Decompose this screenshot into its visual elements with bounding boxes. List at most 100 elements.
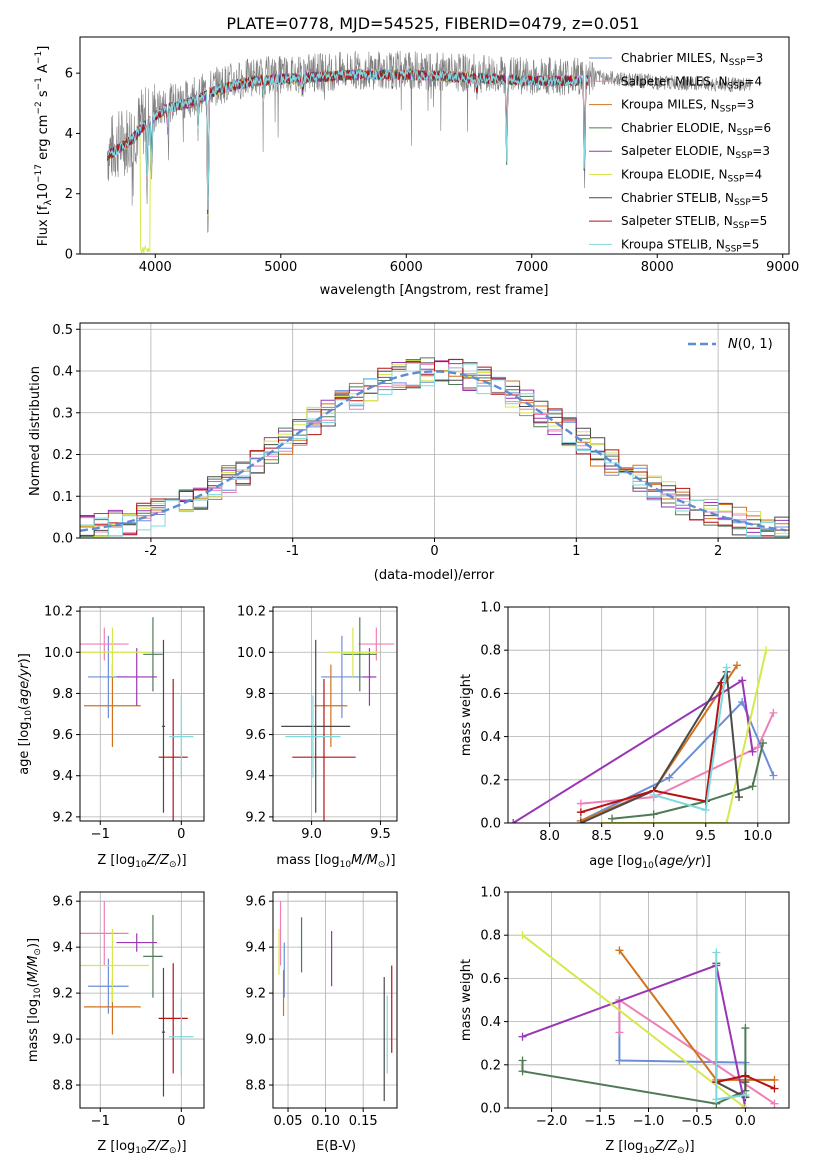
legend-label: Salpeter STELIB, NSSP=5 <box>621 214 767 231</box>
x-axis-label: (data-model)/error <box>374 568 495 583</box>
y-tick-label: 1.0 <box>480 886 501 901</box>
legend-label: Chabrier MILES, NSSP=3 <box>621 51 763 68</box>
y-axis-label: mass weight <box>459 674 474 756</box>
weight-marker <box>701 806 710 815</box>
weight-line-kroupa-elodie <box>521 934 747 1108</box>
weight-marker <box>735 793 744 802</box>
y-tick-label: 0.5 <box>52 323 73 338</box>
weight-marker <box>741 1091 750 1100</box>
y-tick-label: 8.8 <box>52 1079 73 1094</box>
x-axis-label: age [log10(age/yr)] <box>589 854 711 871</box>
model-spectrum-kroupa-elodie <box>107 68 589 254</box>
panel-residuals: -2 -1 0 1 2 0.0 0.1 0.2 0.3 0.4 0.5 N(0, 1) (data-mo… <box>28 322 790 583</box>
y-tick-label: 0.6 <box>480 687 501 702</box>
weight-marker <box>576 819 585 823</box>
y-tick-label: 9.2 <box>52 810 73 825</box>
x-tick-label: −2.0 <box>536 1114 568 1129</box>
weight-marker <box>518 1056 527 1065</box>
weight-marker <box>738 676 747 685</box>
plot-area <box>80 357 789 538</box>
x-tick-label: 9.5 <box>695 829 716 844</box>
weight-marker <box>518 1067 527 1076</box>
y-tick-label: 9.8 <box>52 687 73 702</box>
legend-label: Kroupa ELODIE, NSSP=4 <box>621 168 762 185</box>
x-tick-label: -2 <box>144 544 157 559</box>
x-tick-label: 6000 <box>390 260 423 275</box>
panel-weight_vs_Z: −2.0 −1.5 −1.0 −0.5 0.0 0.0 0.2 0.4 0.6 0.8 1.0 Z [… <box>459 886 790 1156</box>
y-axis-label: mass weight <box>459 959 474 1041</box>
x-tick-label: 8000 <box>641 260 674 275</box>
y-tick-label: 8.8 <box>245 1079 266 1094</box>
x-tick-label: −1.5 <box>584 1114 616 1129</box>
plot-area <box>281 617 395 821</box>
weight-marker <box>518 931 527 940</box>
weight-marker <box>649 790 658 799</box>
y-tick-label: 10.2 <box>237 605 266 620</box>
x-tick-label: 10.0 <box>743 829 772 844</box>
weight-line-kroupa-elodie <box>601 649 768 823</box>
legend-label: Salpeter MILES, NSSP=4 <box>621 74 762 91</box>
y-tick-label: 9.4 <box>52 769 73 784</box>
axes-frame <box>272 891 398 1109</box>
weight-marker <box>762 646 771 655</box>
y-tick-label: 0.0 <box>480 817 501 832</box>
x-tick-label: 9.0 <box>301 827 322 842</box>
weight-marker <box>769 708 778 717</box>
x-tick-label: −1 <box>91 827 110 842</box>
weight-marker <box>608 814 617 823</box>
weight-marker <box>748 747 757 756</box>
y-tick-label: 0.1 <box>52 490 73 505</box>
x-tick-label: 0 <box>177 827 185 842</box>
axes-frame <box>79 891 205 1109</box>
model-spectrum-kroupa-miles <box>107 67 589 217</box>
y-axis-label: Normed distribution <box>28 366 43 496</box>
y-tick-label: 10.0 <box>44 646 73 661</box>
plot-area <box>80 901 194 1097</box>
x-tick-label: 0 <box>430 544 438 559</box>
x-tick-label: 5000 <box>264 260 297 275</box>
y-tick-label: 0.0 <box>52 532 73 547</box>
weight-marker <box>615 946 624 955</box>
y-tick-label: 0.8 <box>480 644 501 659</box>
y-tick-label: 9.0 <box>245 1033 266 1048</box>
model-spectrum-salpeter-miles <box>107 68 589 210</box>
weight-marker <box>712 1095 721 1104</box>
model-spectrum-chabrier-elodie <box>107 67 589 208</box>
histogram-kroupa-stelib <box>80 362 789 538</box>
legend-label: Chabrier STELIB, NSSP=5 <box>621 191 769 208</box>
weight-marker <box>741 1104 750 1108</box>
legend-label: Salpeter ELODIE, NSSP=3 <box>621 144 770 161</box>
y-tick-label: 9.0 <box>52 1033 73 1048</box>
x-axis-label: E(B-V) <box>316 1139 356 1154</box>
y-tick-label: 6 <box>65 67 73 82</box>
y-tick-label: 9.4 <box>245 941 266 956</box>
weight-marker <box>770 1075 779 1084</box>
y-tick-label: 0.6 <box>480 972 501 987</box>
y-tick-label: 0.2 <box>480 773 501 788</box>
plot-area <box>107 50 752 254</box>
panel-mass_vs_ebv: 0.05 0.10 0.15 8.8 9.0 9.2 9.4 9.6 E(B-V) <box>245 891 398 1154</box>
weight-marker <box>741 1071 750 1080</box>
y-tick-label: 9.6 <box>52 895 73 910</box>
weight-marker <box>576 808 585 817</box>
weight-line-salpeter-elodie <box>522 964 747 1108</box>
legend-label: N(0, 1) <box>728 337 773 352</box>
y-tick-label: 10.0 <box>237 646 266 661</box>
model-spectrum-kroupa-stelib <box>107 68 589 210</box>
y-tick-label: 10.2 <box>44 605 73 620</box>
model-spectrum-salpeter-stelib <box>107 69 589 207</box>
observed-spectrum <box>107 50 752 233</box>
axes-frame <box>272 606 398 822</box>
panel-age_vs_Z: −1 0 9.2 9.4 9.6 9.8 10.0 10.2 Z [log10Z/Z⊙)] age… <box>17 605 205 870</box>
weight-marker <box>741 1024 750 1033</box>
model-spectrum-chabrier-stelib <box>107 68 589 215</box>
y-tick-label: 9.4 <box>52 941 73 956</box>
weight-marker <box>770 1084 779 1093</box>
panel-weight_vs_age: 8.0 8.5 9.0 9.5 10.0 0.0 0.2 0.4 0.6 0.8 1.0 age [l… <box>459 601 790 871</box>
y-tick-label: 9.6 <box>245 728 266 743</box>
legend-label: Kroupa STELIB, NSSP=5 <box>621 237 759 254</box>
weight-marker <box>649 810 658 819</box>
x-tick-label: 0.15 <box>349 1114 378 1129</box>
y-tick-label: 9.4 <box>245 769 266 784</box>
